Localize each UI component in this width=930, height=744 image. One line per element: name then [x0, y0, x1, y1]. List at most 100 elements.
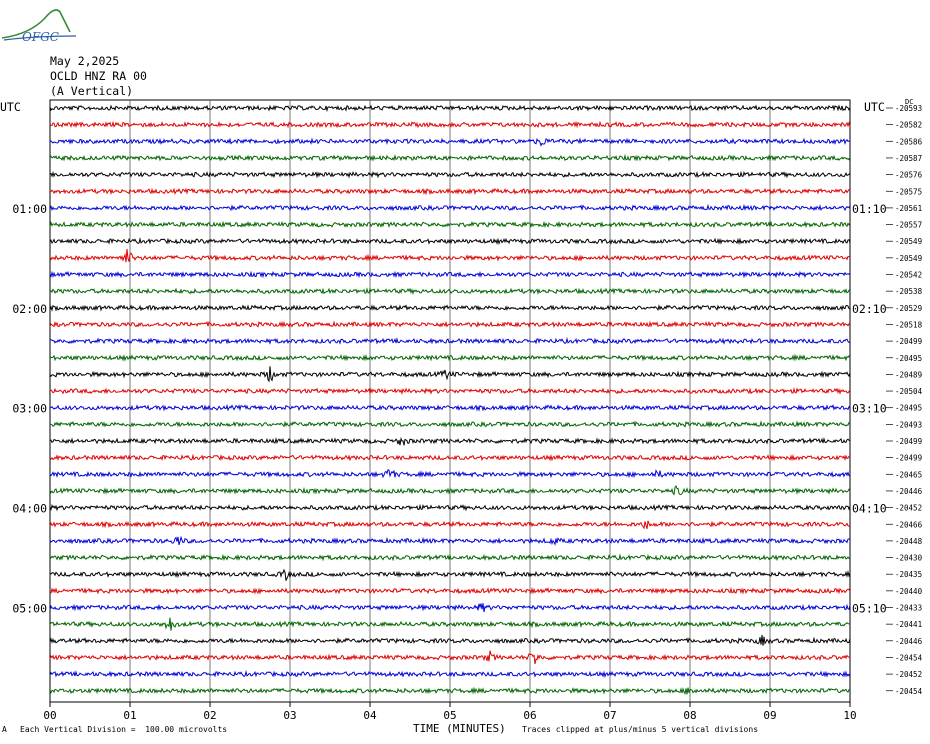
station-label: OCLD HNZ RA 00 [50, 69, 147, 83]
clip-note: Traces clipped at plus/minus 5 vertical … [522, 725, 759, 734]
seismic-trace [49, 137, 851, 147]
dc-offset-label: -20529 [895, 304, 922, 313]
dc-offset-label: -20446 [895, 637, 923, 646]
dc-offset-label: -20538 [895, 287, 923, 296]
x-tick-label: 07 [603, 709, 616, 722]
trace-group [49, 104, 851, 696]
seismic-trace [49, 120, 851, 129]
seismic-trace [49, 287, 851, 295]
logo-text: OFGC [22, 30, 59, 44]
x-tick-label: 01 [123, 709, 136, 722]
seismic-trace [49, 437, 851, 446]
dc-offset-label: -20433 [895, 604, 922, 613]
dc-offset-label: -20495 [895, 354, 922, 363]
dc-offset-label: -20446 [895, 487, 923, 496]
seismic-trace [49, 170, 851, 179]
seismic-trace [49, 403, 851, 412]
chart-grid [49, 99, 851, 707]
left-time-label: 02:00 [12, 302, 47, 316]
seismic-trace [49, 387, 851, 396]
seismic-trace [49, 237, 851, 246]
dc-offset-label: -20452 [895, 504, 922, 513]
dc-offset-label: -20454 [895, 653, 923, 662]
dc-offset-label: -20587 [895, 154, 922, 163]
x-tick-label: 05 [443, 709, 456, 722]
seismic-trace [49, 634, 851, 646]
x-axis-title: TIME (MINUTES) [413, 722, 506, 735]
dc-offset-label: -20549 [895, 254, 922, 263]
seismic-trace [49, 453, 851, 462]
seismic-trace [49, 485, 851, 496]
dc-offset-label: -20499 [895, 437, 922, 446]
dc-offset-label: -20582 [895, 121, 922, 130]
dc-offset-label: -20499 [895, 454, 922, 463]
seismic-trace [49, 686, 851, 696]
seismic-trace [49, 650, 851, 665]
ofgc-logo: OFGC [1, 9, 77, 44]
x-tick-label: 06 [523, 709, 536, 722]
dc-offset-label: -20454 [895, 687, 923, 696]
dc-offset-label: -20440 [895, 587, 923, 596]
dc-offset-label: -20493 [895, 420, 922, 429]
dc-offset-label: -20452 [895, 670, 922, 679]
seismic-trace [49, 503, 851, 512]
dc-offset-label: -20586 [895, 137, 923, 146]
right-utc-label: UTC [864, 100, 885, 114]
seismic-trace [49, 603, 851, 613]
seismic-trace [49, 153, 851, 162]
dc-offset-label: -20435 [895, 570, 922, 579]
seismic-trace [49, 336, 851, 345]
seismic-trace [49, 270, 851, 279]
seismic-trace [49, 586, 851, 595]
component-label: (A Vertical) [50, 84, 134, 98]
seismic-trace [49, 617, 851, 631]
dc-offset-label: -20576 [895, 171, 923, 180]
left-time-label: 01:00 [12, 202, 47, 216]
left-time-label: 04:00 [12, 502, 47, 516]
seismic-trace [49, 568, 851, 581]
date-label: May 2,2025 [50, 54, 120, 68]
dc-offset-label: -20465 [895, 470, 922, 479]
seismic-trace [49, 320, 851, 328]
right-time-label: 03:10 [852, 402, 887, 416]
seismic-trace [49, 366, 851, 383]
dc-offset-label: -20561 [895, 204, 922, 213]
seismic-trace [49, 248, 851, 263]
dc-header-label: DC [905, 98, 913, 106]
dc-offset-label: -20518 [895, 320, 923, 329]
right-time-label: 01:10 [852, 202, 887, 216]
dc-offset-label: -20489 [895, 370, 922, 379]
seismic-trace [49, 203, 851, 212]
dc-offset-label: -20542 [895, 271, 922, 280]
dc-offset-label: -20448 [895, 537, 923, 546]
scale-note: Each Vertical Division = 100.00 microvol… [20, 725, 228, 734]
seismic-trace [49, 420, 851, 428]
x-tick-label: 02 [203, 709, 216, 722]
dc-offset-label: -20466 [895, 520, 923, 529]
dc-offset-label: -20575 [895, 187, 922, 196]
label-group: 00 01 02 03 04 05 06 07 08 09 10 -20593 -20582 -20586… [0, 98, 923, 722]
x-tick-label: 10 [843, 709, 856, 722]
x-tick-label: 08 [683, 709, 696, 722]
seismic-trace [49, 469, 851, 479]
seismic-trace [49, 553, 851, 562]
left-utc-label: UTC [0, 100, 21, 114]
dc-offset-label: -20430 [895, 554, 923, 563]
seismic-trace [49, 187, 851, 196]
seismic-trace [49, 353, 851, 362]
dc-offset-label: -20557 [895, 221, 922, 230]
seismic-trace [49, 304, 851, 312]
dc-offset-label: -20495 [895, 404, 922, 413]
dc-offset-label: -20441 [895, 620, 922, 629]
dc-offset-label: -20504 [895, 387, 923, 396]
x-tick-label: 03 [283, 709, 296, 722]
x-tick-label: 09 [763, 709, 776, 722]
seismic-trace [49, 104, 851, 113]
dc-offset-label: -20549 [895, 237, 922, 246]
seismic-trace [49, 535, 851, 546]
seismic-trace [49, 669, 851, 678]
right-time-label: 04:10 [852, 502, 887, 516]
left-time-label: 05:00 [12, 602, 47, 616]
right-time-label: 02:10 [852, 302, 887, 316]
